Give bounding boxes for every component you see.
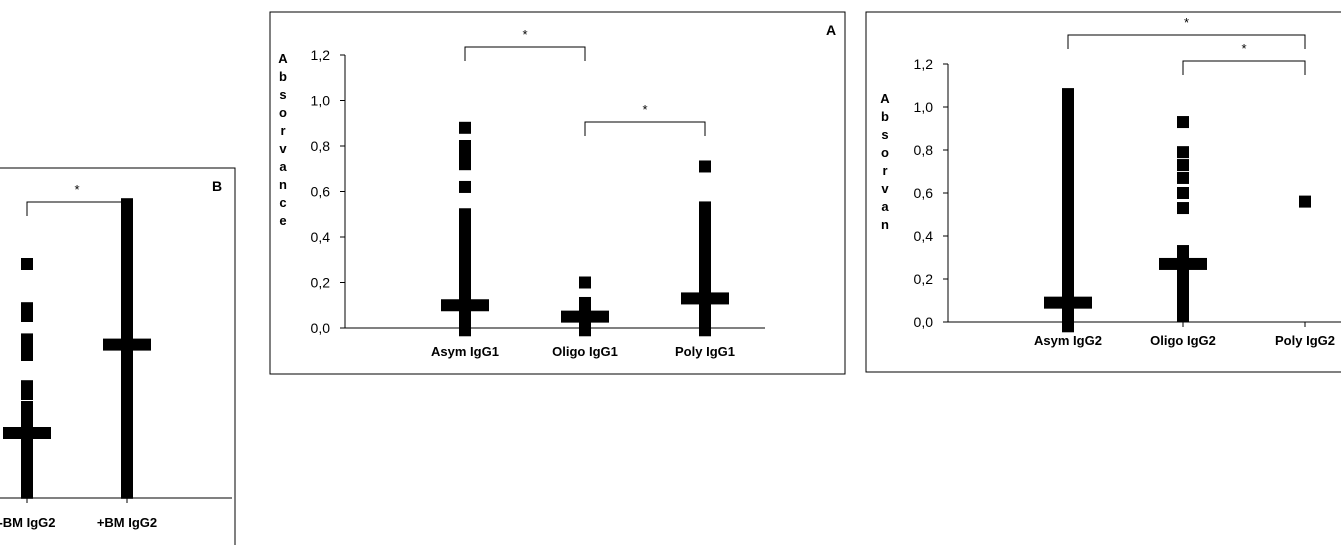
median-bar xyxy=(561,310,609,323)
y-axis-label-letter: a xyxy=(881,199,889,214)
data-point xyxy=(459,208,471,221)
median-bar xyxy=(1159,257,1207,270)
data-point xyxy=(699,160,711,173)
y-tick-label: 0,8 xyxy=(914,142,934,158)
median-bar xyxy=(681,292,729,305)
y-axis-label-letter: v xyxy=(881,181,889,196)
y-tick-label: 0,0 xyxy=(311,320,331,336)
data-point xyxy=(21,302,33,315)
x-tick-label: Poly IgG1 xyxy=(675,344,735,359)
data-point xyxy=(459,140,471,152)
data-point xyxy=(459,180,471,193)
data-point xyxy=(459,121,471,134)
y-tick-label: 1,0 xyxy=(311,93,331,109)
panel-frame xyxy=(269,11,846,375)
significance-bracket xyxy=(584,121,706,136)
data-point xyxy=(1062,88,1074,101)
y-axis-label-letter: b xyxy=(881,109,889,124)
data-point xyxy=(1177,245,1189,258)
y-tick-label: 0,6 xyxy=(914,185,934,201)
panel-label: B xyxy=(212,178,222,194)
y-axis-label-letter: n xyxy=(279,177,287,192)
y-axis-label-letter: s xyxy=(881,127,888,142)
y-axis-label-letter: s xyxy=(279,87,286,102)
y-tick-label: 0,2 xyxy=(914,271,934,287)
data-point xyxy=(579,276,591,289)
data-point xyxy=(121,252,133,265)
data-point xyxy=(1177,159,1189,172)
data-point xyxy=(1177,116,1189,129)
x-tick-label: +BM IgG2 xyxy=(97,515,157,530)
data-point xyxy=(1177,146,1189,159)
x-tick-label: Asym IgG2 xyxy=(1034,333,1102,348)
x-tick-label: Asym IgG1 xyxy=(431,344,499,359)
data-point xyxy=(459,158,471,171)
data-point xyxy=(459,149,471,162)
significance-label: * xyxy=(522,27,527,42)
significance-bracket xyxy=(26,201,128,216)
median-bar xyxy=(1044,296,1092,309)
y-tick-label: 1,2 xyxy=(914,56,934,72)
data-point xyxy=(699,201,711,214)
y-axis-label-letter: n xyxy=(881,217,889,232)
data-point xyxy=(579,296,591,309)
y-tick-label: 0,8 xyxy=(311,138,331,154)
x-tick-label: Oligo IgG1 xyxy=(552,344,618,359)
y-axis-label-letter: A xyxy=(880,91,890,106)
significance-label: * xyxy=(1184,15,1189,30)
y-axis-label-letter: b xyxy=(279,69,287,84)
median-bar xyxy=(441,299,489,312)
y-axis-label-letter: r xyxy=(280,123,285,138)
y-tick-label: 1,2 xyxy=(311,47,331,63)
x-tick-label: -BM IgG2 xyxy=(0,515,56,530)
y-tick-label: 0,0 xyxy=(914,314,934,330)
y-axis-label-letter: v xyxy=(279,141,287,156)
panel-label: A xyxy=(826,22,836,38)
significance-label: * xyxy=(74,182,79,197)
y-axis-label-letter: o xyxy=(279,105,287,120)
significance-bracket xyxy=(1182,60,1306,75)
data-point xyxy=(1062,255,1074,268)
data-point xyxy=(21,401,33,413)
y-axis-label-letter: A xyxy=(278,51,288,66)
panel-frame xyxy=(865,11,1341,373)
y-tick-label: 1,0 xyxy=(914,99,934,115)
y-axis-label-letter: e xyxy=(279,213,286,228)
y-axis-label-letter: r xyxy=(882,163,887,178)
median-bar xyxy=(103,338,151,351)
x-tick-label: Oligo IgG2 xyxy=(1150,333,1216,348)
y-axis-label-letter: c xyxy=(279,195,286,210)
median-bar xyxy=(3,427,51,439)
chart-panel-0: -BM IgG2 +BM IgG2 * B xyxy=(0,167,236,545)
significance-label: * xyxy=(1241,41,1246,56)
data-point xyxy=(21,333,33,346)
data-point xyxy=(1299,195,1311,208)
x-tick-label: Poly IgG2 xyxy=(1275,333,1335,348)
data-point xyxy=(1177,202,1189,215)
panel-frame xyxy=(0,167,236,545)
significance-label: * xyxy=(642,102,647,117)
data-point xyxy=(1177,187,1189,199)
data-point xyxy=(1177,171,1189,184)
data-point xyxy=(21,380,33,393)
significance-bracket xyxy=(464,46,586,61)
significance-bracket xyxy=(1067,34,1306,49)
y-tick-label: 0,2 xyxy=(311,275,331,291)
y-axis-label-letter: a xyxy=(279,159,287,174)
y-tick-label: 0,4 xyxy=(311,229,331,245)
y-tick-label: 0,6 xyxy=(311,184,331,200)
y-axis-label-letter: o xyxy=(881,145,889,160)
data-point xyxy=(21,258,33,270)
y-tick-label: 0,4 xyxy=(914,228,934,244)
